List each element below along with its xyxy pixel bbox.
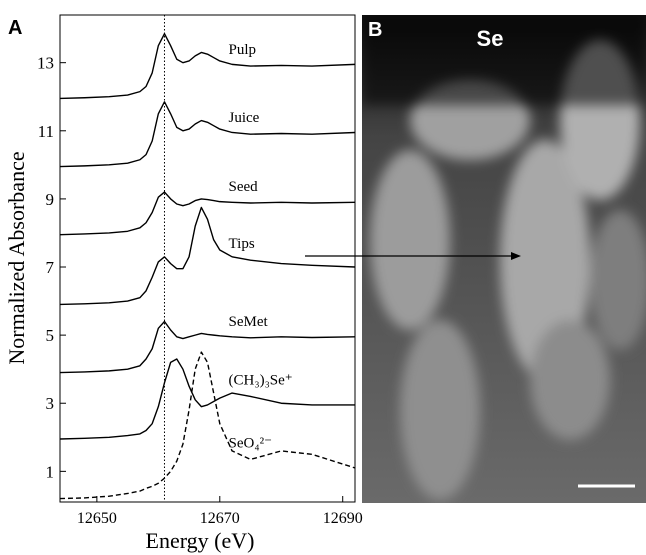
y-tick-label: 11 [38, 122, 54, 141]
panel-label: A [8, 17, 22, 39]
spectrum-line [60, 192, 355, 235]
y-tick-label: 7 [46, 258, 55, 277]
y-tick-label: 3 [46, 394, 55, 413]
page: B Se A Energy (eV) Normalized Absorbance… [0, 0, 646, 555]
series-label: Seed [229, 179, 259, 195]
micrograph [362, 15, 646, 503]
y-tick-label: 13 [37, 54, 54, 73]
figure: B Se A Energy (eV) Normalized Absorbance… [0, 0, 646, 555]
y-axis-label: Normalized Absorbance [4, 151, 29, 364]
x-tick-label: 12690 [323, 510, 363, 527]
panel-label: B [368, 19, 382, 41]
y-tick-label: 1 [46, 462, 55, 481]
series-label: SeMet [229, 314, 269, 330]
spectrum-line [60, 352, 355, 498]
x-tick-label: 12670 [200, 510, 240, 527]
series-label: Tips [229, 236, 255, 252]
image-title: Se [477, 26, 504, 51]
spectrum-line [60, 102, 355, 167]
x-tick-label: 12650 [77, 510, 117, 527]
plot-frame [60, 15, 355, 502]
series-label: SeO₄²⁻ [229, 435, 272, 451]
series-label: (CH₃)₃Se⁺ [229, 372, 293, 388]
series-label: Juice [229, 110, 260, 126]
series-label: Pulp [229, 42, 257, 58]
y-tick-label: 9 [46, 190, 55, 209]
x-axis-label: Energy (eV) [146, 528, 255, 553]
spectrum-line [60, 34, 355, 99]
y-tick-label: 5 [46, 326, 55, 345]
